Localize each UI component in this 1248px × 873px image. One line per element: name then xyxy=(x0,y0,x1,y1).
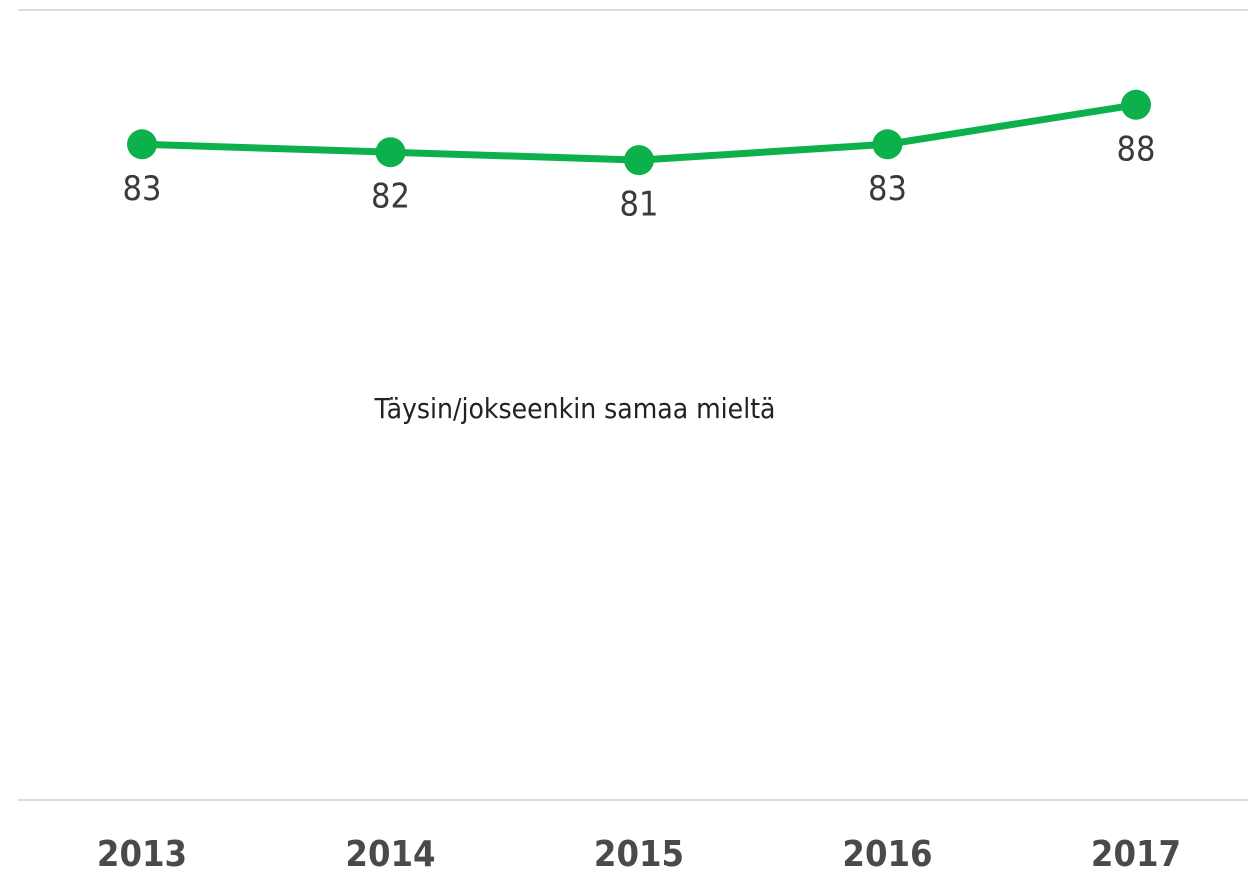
data-label: 83 xyxy=(123,169,162,209)
x-tick-label: 2016 xyxy=(842,834,932,873)
data-label: 88 xyxy=(1117,129,1156,169)
data-label: 81 xyxy=(620,185,659,225)
point xyxy=(127,129,157,160)
point xyxy=(375,137,406,168)
point xyxy=(624,145,654,176)
legend-label: Täysin/jokseenkin samaa mieltä xyxy=(373,392,775,425)
x-tick-label: 2014 xyxy=(345,834,435,873)
data-label: 83 xyxy=(868,169,907,209)
data-label: 82 xyxy=(371,177,410,217)
x-tick-label: 2015 xyxy=(594,834,684,873)
point xyxy=(872,129,903,160)
x-tick-label: 2013 xyxy=(97,834,187,873)
point xyxy=(1121,89,1151,120)
x-tick-label: 2017 xyxy=(1091,834,1181,873)
